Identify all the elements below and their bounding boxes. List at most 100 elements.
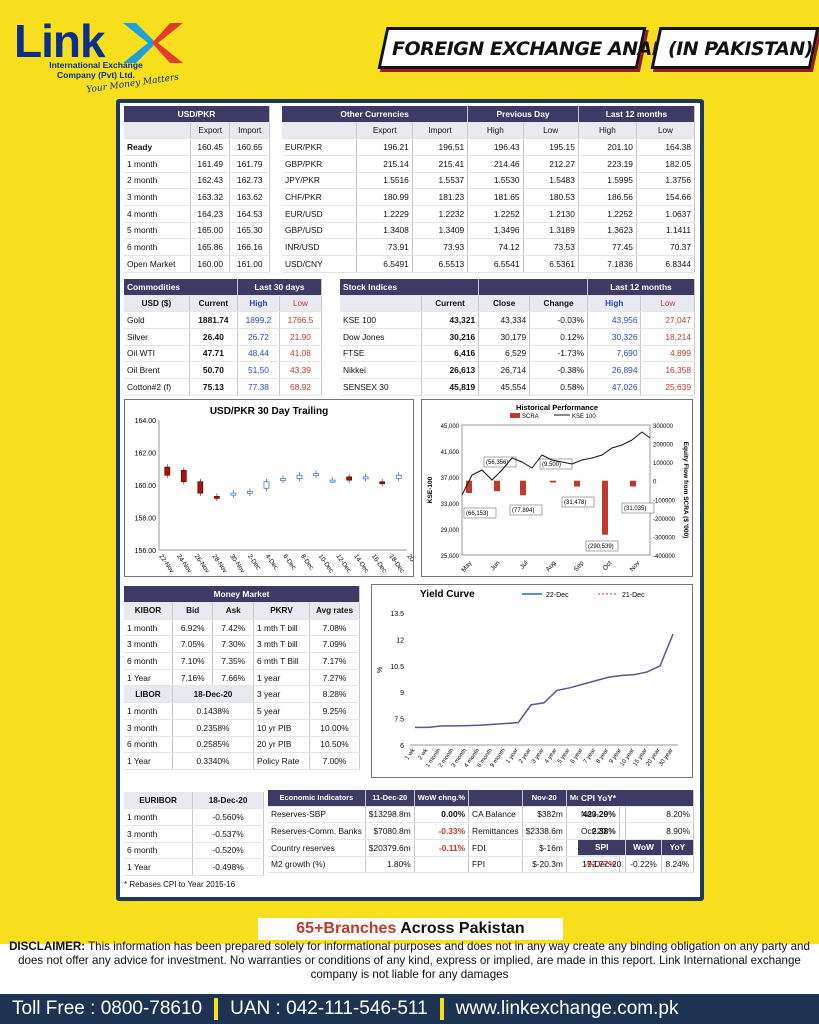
bar-label: (31,478) — [564, 500, 586, 506]
toll-free-number[interactable]: Toll Free : 0800-78610 — [12, 998, 203, 1019]
footer-bar: Toll Free : 0800-78610 UAN : 042-111-546… — [0, 994, 819, 1024]
column-header: Close — [478, 295, 531, 313]
disclaimer-text: DISCLAIMER: This information has been pr… — [9, 940, 810, 981]
column-header: USD ($) — [124, 295, 190, 313]
table-row: Cotton#2 (f) 75.13 77.38 68.92 — [124, 378, 323, 396]
table-cell: 20 yr PIB — [254, 736, 310, 754]
table-row: 5 month 165.00 165.30 — [124, 222, 270, 240]
table-cell: 26.40 — [189, 328, 238, 346]
y2-tick-label: 300000 — [653, 424, 674, 430]
table-cell: Remittances — [468, 822, 523, 840]
table-row: 10 yr PIB 10.00% — [254, 719, 360, 737]
usd-pkr-30day-chart: USD/PKR 30 Day Trailing 164.00 162.00 160.0… — [124, 399, 424, 577]
table-row: INR/USD 73.91 73.93 74.12 73.53 77.45 70.37 — [282, 238, 696, 256]
bar-label-box — [509, 504, 543, 516]
table-cell: 7,690 — [587, 345, 642, 363]
table-cell: 6 month — [124, 736, 173, 754]
table-cell: 3 year — [254, 685, 310, 704]
table-cell: 6.5361 — [523, 255, 579, 273]
x-tick-label: 4-Dec — [264, 553, 280, 572]
x-tick-label: Jun — [489, 559, 501, 572]
table-cell: Gold — [124, 311, 190, 329]
table-cell: 6,529 — [478, 345, 531, 363]
table-cell: 1 month — [124, 808, 194, 826]
table-cell: -0.537% — [192, 825, 264, 843]
bar-label-box — [561, 496, 595, 508]
table-row: 2 month 162.43 162.73 — [124, 172, 270, 190]
x-tick-label: 8-Dec — [299, 553, 315, 572]
x-tick-label: 7 year — [583, 748, 597, 765]
table-cell: 196.51 — [412, 138, 469, 156]
column-header: YoY — [661, 839, 695, 856]
table-cell: 6 mth T Bill — [254, 652, 310, 670]
table-cell: 1 Year — [124, 858, 194, 876]
table-cell: 5 month — [124, 222, 191, 240]
y-tick-label: 9 — [400, 690, 404, 697]
table-cell: 8.28% — [309, 685, 360, 704]
table-cell: 73.53 — [523, 238, 579, 256]
table-row: 3 month 0.2358% — [124, 719, 255, 737]
y2-axis-label: Equity Flow from SCRA ($ '000) — [682, 442, 689, 539]
x-tick-label: 26-Nov — [193, 553, 211, 575]
table-cell: 1899.2 — [237, 311, 280, 329]
x-tick-label: 2-Dec — [246, 553, 262, 572]
table-cell: Nikkei — [340, 361, 422, 379]
table-cell: 1.5483 — [523, 172, 579, 190]
table-cell: 160.45 — [190, 138, 231, 156]
table-cell: 7.30% — [212, 635, 254, 654]
table-row: 20 yr PIB 10.50% — [254, 736, 360, 754]
chart-title: USD/PKR 30 Day Trailing — [210, 406, 328, 417]
banner-region: (IN PAKISTAN) — [668, 38, 813, 60]
y-axis-label: % — [377, 667, 384, 673]
table-cell: 223.19 — [578, 155, 637, 173]
candle — [329, 479, 336, 483]
table-cell: 18,214 — [640, 328, 695, 346]
table-cell: INR/USD — [282, 238, 358, 256]
table-row: Nov-20 8.20% — [578, 806, 694, 824]
table-cell: 1.5530 — [467, 172, 524, 190]
table-cell: 215.14 — [356, 155, 413, 173]
candle — [379, 481, 386, 485]
table-cell — [414, 856, 470, 874]
table-cell: EUR/PKR — [282, 138, 358, 156]
table-cell: 3 month — [124, 635, 173, 654]
x-tick-label: 24-Nov — [175, 553, 193, 575]
table-cell: 43,956 — [587, 311, 642, 329]
uan-number[interactable]: UAN : 042-111-546-511 — [230, 998, 428, 1019]
candle — [263, 481, 270, 489]
table-cell: 41.08 — [279, 345, 323, 363]
table-cell: 6 month — [124, 238, 191, 256]
table-cell: FDI — [468, 839, 523, 857]
table-cell: Country reserves — [268, 839, 366, 857]
y-tick-label: 6 — [400, 743, 404, 750]
table-cell: 17-Dec-20 — [578, 855, 627, 873]
bar-label: (56,356) — [486, 460, 508, 466]
table-cell: 7.00% — [309, 752, 360, 770]
candle — [362, 476, 369, 480]
table-cell: 70.37 — [636, 238, 696, 256]
cpi-title: CPI YoY* — [578, 790, 694, 807]
website-link[interactable]: www.linkexchange.com.pk — [455, 998, 679, 1019]
column-header: Avg rates — [309, 602, 360, 620]
table-row: 1 month 6.92% 7.42% — [124, 619, 254, 637]
table-row: FTSE 6,416 6,529 -1.73% 7,690 4,899 — [340, 345, 695, 363]
table-cell: 7.10% — [172, 652, 214, 670]
bar-label-box — [483, 456, 517, 468]
x-tick-label: Jul — [519, 559, 530, 570]
table-cell: 6.5491 — [356, 255, 413, 273]
table-cell: 1 mth T bill — [254, 619, 310, 637]
table-cell: FTSE — [340, 345, 422, 363]
table-cell: 26,613 — [421, 361, 480, 379]
table-cell: 161.49 — [190, 155, 231, 173]
column-header: SPI — [578, 839, 627, 856]
y-tick-label: 13.5 — [390, 611, 404, 618]
x-tick-label: 22-Nov — [157, 553, 175, 575]
candle — [247, 491, 253, 494]
table-row: Dow Jones 30,216 30,179 0.12% 30,326 18,214 — [340, 328, 695, 346]
bar-label: (66,153) — [466, 511, 488, 517]
table-cell: 6 month — [124, 842, 194, 860]
table-cell: 1881.74 — [189, 311, 238, 329]
table-cell: 26,894 — [587, 361, 642, 379]
table-cell: Policy Rate — [254, 752, 310, 770]
table-row: 3 mth T bill 7.09% — [254, 635, 360, 654]
